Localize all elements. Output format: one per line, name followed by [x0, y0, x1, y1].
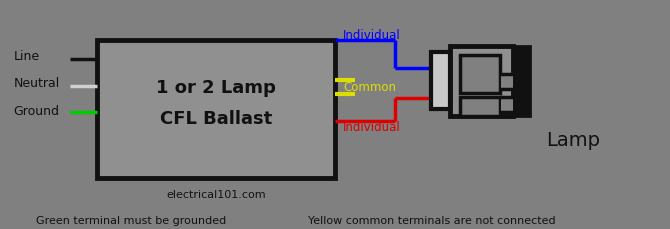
Text: Green terminal must be grounded: Green terminal must be grounded	[36, 215, 226, 225]
Bar	[460, 97, 500, 117]
Bar	[431, 53, 450, 110]
Bar	[513, 47, 530, 117]
Bar	[450, 47, 513, 117]
Bar	[501, 74, 513, 89]
Text: Yellow common terminals are not connected: Yellow common terminals are not connecte…	[308, 215, 556, 225]
Text: 1 or 2 Lamp
CFL Ballast: 1 or 2 Lamp CFL Ballast	[156, 79, 276, 127]
Text: Common: Common	[343, 81, 396, 94]
Text: Line: Line	[13, 50, 40, 63]
Text: Lamp: Lamp	[546, 130, 600, 149]
Bar	[97, 41, 335, 179]
Text: electrical101.com: electrical101.com	[166, 190, 266, 200]
Text: Ground: Ground	[13, 105, 60, 117]
Text: Neutral: Neutral	[13, 77, 60, 90]
Bar	[460, 56, 500, 94]
Text: Individual: Individual	[343, 29, 401, 42]
Bar	[501, 97, 513, 112]
Text: Individual: Individual	[343, 121, 401, 134]
